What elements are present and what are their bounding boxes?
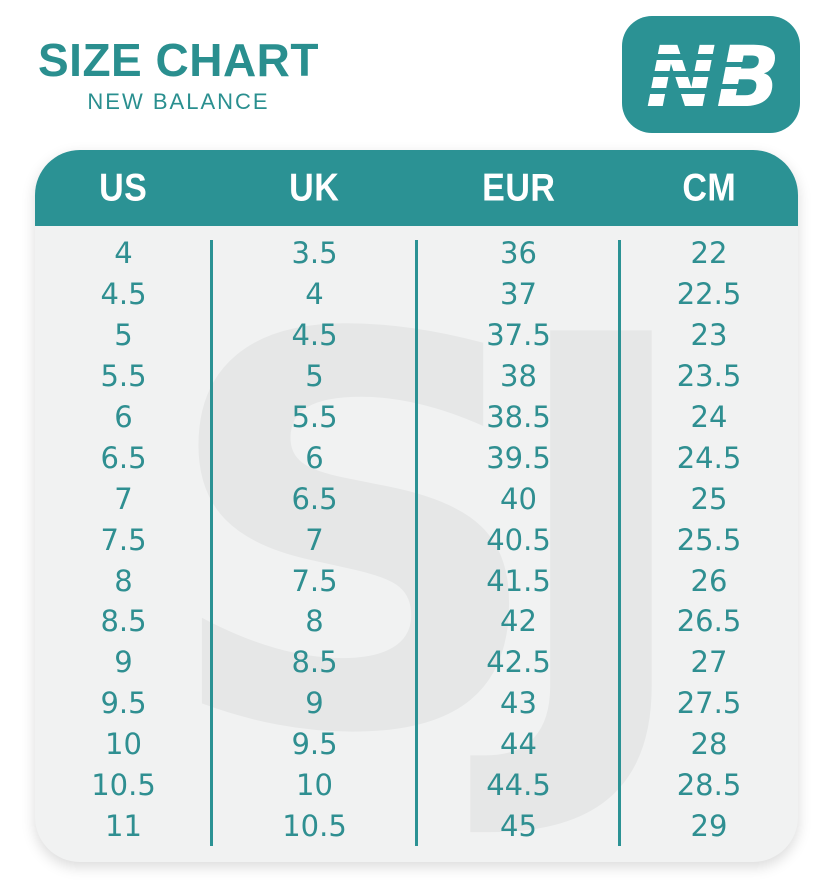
column-divider	[618, 240, 621, 846]
size-cell: 22.5	[676, 277, 742, 312]
size-cell: 10	[296, 768, 333, 803]
size-cell: 45	[500, 808, 537, 843]
size-cell: 6.5	[291, 481, 338, 516]
table-header-row: US UK EUR CM	[35, 150, 798, 226]
size-cell: 44.5	[486, 768, 551, 803]
table-row: 11 10.5 45 29	[35, 805, 798, 846]
size-cell: 42.5	[486, 645, 551, 680]
size-cell: 5.5	[100, 359, 147, 394]
size-cell: 24	[690, 400, 728, 434]
table-row: 7.5 7 40.5 25.5	[35, 519, 798, 560]
table-body: SJ 4 3.5 36 22 4.5 4 37 22.5 5 4.5 37.5 23 5.5 5 38 23.…	[35, 226, 798, 862]
size-cell: 28.5	[676, 768, 742, 803]
size-cell: 4	[305, 277, 324, 312]
size-cell: 29	[690, 808, 728, 843]
size-cell: 5.5	[291, 400, 338, 434]
brand-header: SIZE CHART NEW BALANCE NB	[0, 0, 831, 150]
size-cell: 9	[305, 686, 324, 721]
table-row: 5.5 5 38 23.5	[35, 356, 798, 397]
size-cell: 22	[690, 236, 728, 271]
table-row: 7 6.5 40 25	[35, 478, 798, 519]
size-cell: 4	[114, 236, 133, 271]
size-cell: 4.5	[291, 318, 338, 353]
size-cell: 3.5	[291, 236, 338, 271]
table-row: 8 7.5 41.5 26	[35, 560, 798, 601]
size-cell: 8	[305, 604, 324, 639]
new-balance-logo: NB	[622, 16, 800, 133]
size-cell: 9.5	[100, 686, 147, 721]
size-cell: 26	[690, 563, 728, 598]
size-cell: 40	[500, 481, 537, 516]
table-row: 4.5 4 37 22.5	[35, 274, 798, 315]
size-cell: 36	[500, 236, 537, 271]
table-row: 10 9.5 44 28	[35, 724, 798, 765]
size-cell: 44	[500, 727, 537, 762]
size-cell: 7.5	[100, 522, 147, 557]
size-cell: 27.5	[676, 686, 742, 721]
table-row: 9.5 9 43 27.5	[35, 683, 798, 724]
size-cell: 10.5	[91, 768, 156, 803]
size-cell: 43	[500, 686, 537, 721]
size-cell: 41.5	[486, 563, 551, 598]
size-cell: 28	[690, 727, 728, 762]
table-body-rows: 4 3.5 36 22 4.5 4 37 22.5 5 4.5 37.5 23 5.5 5 38 23.5 6 5…	[35, 226, 798, 862]
column-header-uk: UK	[289, 165, 340, 210]
size-cell: 23.5	[676, 359, 742, 394]
size-cell: 5	[114, 318, 133, 353]
size-cell: 24.5	[676, 440, 742, 475]
size-cell: 9	[114, 645, 133, 680]
size-cell: 39.5	[486, 440, 551, 475]
column-divider	[415, 240, 418, 846]
size-cell: 42	[500, 604, 537, 639]
size-cell: 10.5	[282, 808, 347, 843]
nb-logo-icon: NB	[622, 16, 800, 133]
page-title: SIZE CHART	[38, 34, 319, 86]
size-table-card: US UK EUR CM SJ 4 3.5 36 22 4.5 4 37 22.5 5 4.5 37…	[35, 150, 798, 862]
table-row: 5 4.5 37.5 23	[35, 315, 798, 356]
size-cell: 23	[690, 318, 728, 353]
size-cell: 9.5	[291, 727, 338, 762]
size-cell: 38.5	[486, 400, 551, 434]
page-subtitle: NEW BALANCE	[87, 89, 270, 115]
size-cell: 7.5	[291, 563, 338, 598]
column-header-eur: EUR	[481, 165, 556, 210]
size-cell: 40.5	[486, 522, 551, 557]
column-header-cm: CM	[682, 165, 736, 210]
column-divider	[210, 240, 213, 846]
size-cell: 7	[305, 522, 324, 557]
size-cell: 11	[105, 808, 142, 843]
size-cell: 6	[305, 440, 324, 475]
size-cell: 8.5	[291, 645, 338, 680]
size-cell: 7	[114, 481, 133, 516]
table-row: 10.5 10 44.5 28.5	[35, 765, 798, 806]
size-cell: 26.5	[676, 604, 742, 639]
size-cell: 10	[105, 727, 142, 762]
size-cell: 37	[500, 277, 537, 312]
size-cell: 8	[114, 563, 133, 598]
size-cell: 27	[690, 645, 728, 680]
size-cell: 6.5	[100, 440, 147, 475]
size-cell: 5	[305, 359, 324, 394]
table-row: 6 5.5 38.5 24	[35, 397, 798, 438]
size-cell: 8.5	[100, 604, 147, 639]
size-cell: 38	[500, 359, 537, 394]
size-cell: 4.5	[100, 277, 147, 312]
size-cell: 6	[114, 400, 133, 434]
size-cell: 25	[690, 481, 728, 516]
table-row: 9 8.5 42.5 27	[35, 642, 798, 683]
size-cell: 25.5	[676, 522, 742, 557]
title-block: SIZE CHART NEW BALANCE	[38, 36, 319, 115]
column-header-us: US	[99, 165, 148, 210]
size-cell: 37.5	[486, 318, 551, 353]
watermark-letters: SJ	[159, 223, 702, 852]
table-row: 6.5 6 39.5 24.5	[35, 437, 798, 478]
table-row: 4 3.5 36 22	[35, 233, 798, 274]
table-row: 8.5 8 42 26.5	[35, 601, 798, 642]
